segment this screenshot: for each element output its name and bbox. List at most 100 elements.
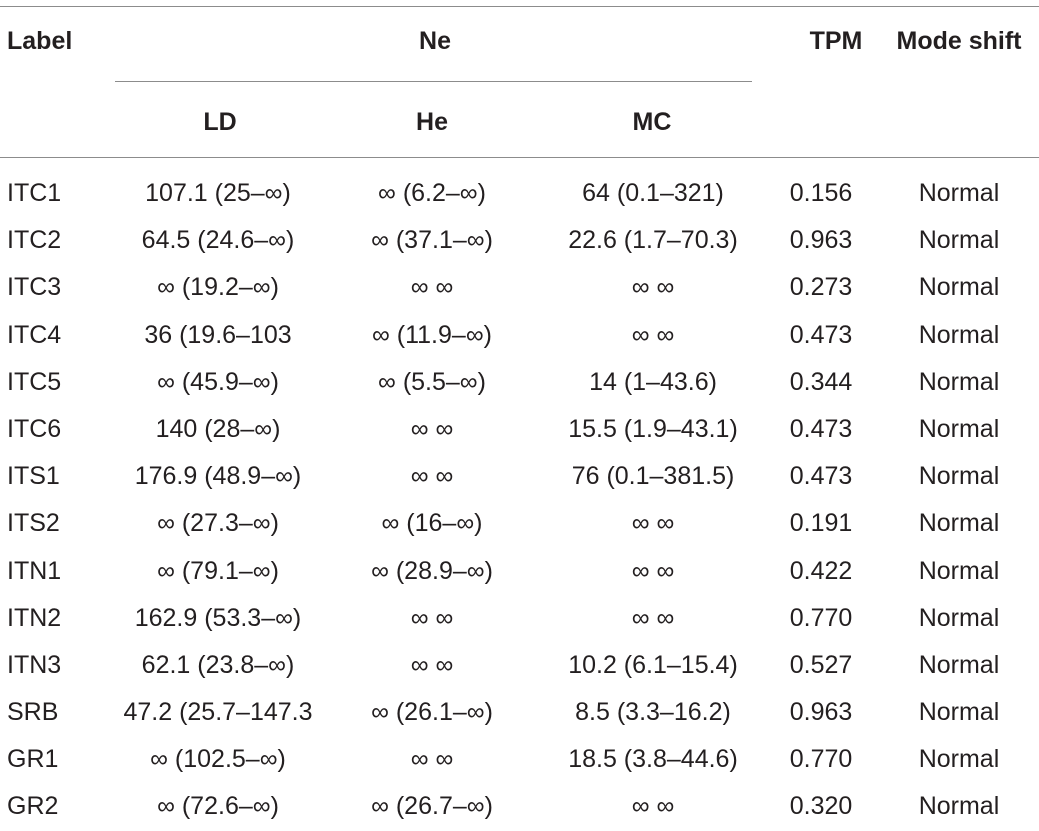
cell-mc: 8.5 (3.3–16.2) (575, 698, 731, 727)
table-row: ITN3 62.1 (23.8–∞) ∞ ∞ 10.2 (6.1–15.4) 0.527… (0, 642, 1039, 689)
cell-mc: ∞ ∞ (631, 556, 675, 585)
cell-mode-shift: Normal (918, 745, 1000, 774)
cell-ld: 176.9 (48.9–∞) (134, 462, 302, 491)
cell-he: ∞ ∞ (410, 603, 454, 632)
cell-ld: ∞ (72.6–∞) (157, 792, 279, 821)
cell-tpm: 0.963 (789, 698, 853, 727)
cell-label: SRB (7, 698, 59, 727)
cell-mode-shift: Normal (918, 650, 1000, 679)
cell-ld: ∞ (79.1–∞) (157, 556, 279, 585)
cell-mc: 14 (1–43.6) (589, 367, 717, 396)
table-top-rule (0, 6, 1039, 7)
cell-tpm: 0.473 (789, 320, 853, 349)
cell-he: ∞ (11.9–∞) (372, 320, 492, 349)
cell-tpm: 0.963 (789, 226, 853, 255)
cell-mc: ∞ ∞ (631, 603, 675, 632)
table-row: ITN1 ∞ (79.1–∞) ∞ (28.9–∞) ∞ ∞ 0.422 Normal (0, 548, 1039, 595)
cell-ld: ∞ (27.3–∞) (157, 509, 279, 538)
cell-mode-shift: Normal (918, 509, 1000, 538)
cell-he: ∞ (6.2–∞) (378, 179, 486, 207)
cell-mode-shift: Normal (918, 273, 1000, 302)
cell-he: ∞ (28.9–∞) (371, 556, 493, 585)
cell-tpm: 0.473 (789, 462, 853, 491)
header-tpm: TPM (809, 27, 863, 55)
cell-mode-shift: Normal (918, 462, 1000, 491)
table-row: ITC2 64.5 (24.6–∞) ∞ (37.1–∞) 22.6 (1.7–70.… (0, 217, 1039, 264)
header-ld: LD (203, 108, 237, 136)
cell-mc: ∞ ∞ (631, 320, 675, 349)
cell-tpm: 0.320 (789, 792, 853, 821)
cell-he: ∞ ∞ (410, 462, 454, 491)
cell-mc: ∞ ∞ (631, 509, 675, 538)
table-row: ITC3 ∞ (19.2–∞) ∞ ∞ ∞ ∞ 0.273 Normal (0, 264, 1039, 311)
table-row: GR2 ∞ (72.6–∞) ∞ (26.7–∞) ∞ ∞ 0.320 Normal (0, 783, 1039, 830)
cell-tpm: 0.770 (789, 745, 853, 774)
cell-ld: 162.9 (53.3–∞) (134, 603, 302, 632)
cell-he: ∞ (16–∞) (381, 509, 483, 538)
table-row: ITN2 162.9 (53.3–∞) ∞ ∞ ∞ ∞ 0.770 Normal (0, 595, 1039, 642)
cell-mc: ∞ ∞ (631, 273, 675, 302)
cell-he: ∞ (37.1–∞) (371, 226, 493, 255)
cell-tpm: 0.770 (789, 603, 853, 632)
table-row: ITC1 107.1 (25–∞) ∞ (6.2–∞) 64 (0.1–321) 0.1… (0, 170, 1039, 217)
cell-he: ∞ ∞ (410, 273, 454, 302)
cell-label: ITN2 (7, 603, 62, 632)
cell-he: ∞ (26.1–∞) (371, 698, 493, 727)
cell-tpm: 0.273 (789, 273, 853, 302)
cell-mc: 76 (0.1–381.5) (571, 462, 735, 491)
cell-mc: 18.5 (3.8–44.6) (568, 745, 738, 774)
cell-ld: ∞ (102.5–∞) (150, 745, 286, 774)
cell-ld: ∞ (19.2–∞) (157, 273, 279, 302)
table-row: ITC5 ∞ (45.9–∞) ∞ (5.5–∞) 14 (1–43.6) 0.344 N… (0, 359, 1039, 406)
cell-he: ∞ ∞ (410, 414, 454, 443)
header-mc: MC (632, 108, 672, 136)
cell-ld: ∞ (45.9–∞) (157, 367, 279, 396)
cell-mode-shift: Normal (918, 320, 1000, 349)
cell-mode-shift: Normal (918, 226, 1000, 255)
cell-label: GR1 (7, 745, 59, 774)
cell-label: GR2 (7, 792, 59, 821)
header-label: Label (7, 27, 73, 55)
cell-label: ITC3 (7, 273, 62, 302)
cell-ld: 47.2 (25.7–147.3 (123, 698, 313, 727)
table-row: ITC4 36 (19.6–103 ∞ (11.9–∞) ∞ ∞ 0.473 Normal (0, 312, 1039, 359)
cell-label: ITS1 (7, 462, 60, 491)
cell-label: ITS2 (7, 509, 60, 538)
cell-ld: 140 (28–∞) (155, 414, 281, 443)
cell-label: ITC1 (7, 179, 62, 207)
cell-tpm: 0.344 (789, 367, 853, 396)
cell-mc: 22.6 (1.7–70.3) (568, 226, 738, 255)
cell-mode-shift: Normal (918, 603, 1000, 632)
cell-tpm: 0.191 (789, 509, 853, 538)
cell-he: ∞ ∞ (410, 745, 454, 774)
cell-tpm: 0.156 (789, 179, 853, 207)
ne-group-rule (115, 81, 752, 82)
cell-tpm: 0.527 (789, 650, 853, 679)
table-body: ITC1 107.1 (25–∞) ∞ (6.2–∞) 64 (0.1–321) 0.1… (0, 170, 1039, 831)
header-mode-shift: Mode shift (896, 27, 1022, 55)
cell-ld: 107.1 (25–∞) (145, 179, 291, 207)
header-he: He (416, 108, 448, 136)
cell-mc: 64 (0.1–321) (582, 179, 724, 207)
cell-label: ITN3 (7, 650, 62, 679)
cell-ld: 62.1 (23.8–∞) (141, 650, 295, 679)
table-row: SRB 47.2 (25.7–147.3 ∞ (26.1–∞) 8.5 (3.3–16… (0, 689, 1039, 736)
cell-ld: 36 (19.6–103 (144, 320, 292, 349)
table-row: ITS1 176.9 (48.9–∞) ∞ ∞ 76 (0.1–381.5) 0.473… (0, 453, 1039, 500)
cell-he: ∞ ∞ (410, 650, 454, 679)
cell-mc: ∞ ∞ (631, 792, 675, 821)
cell-mode-shift: Normal (918, 179, 1000, 207)
table-row: ITC6 140 (28–∞) ∞ ∞ 15.5 (1.9–43.1) 0.473 Nor… (0, 406, 1039, 453)
cell-mode-shift: Normal (918, 556, 1000, 585)
table-row: ITS2 ∞ (27.3–∞) ∞ (16–∞) ∞ ∞ 0.191 Normal (0, 500, 1039, 547)
cell-label: ITC5 (7, 367, 62, 396)
cell-label: ITN1 (7, 556, 62, 585)
header-ne: Ne (419, 27, 451, 55)
cell-label: ITC4 (7, 320, 62, 349)
cell-he: ∞ (5.5–∞) (378, 367, 486, 396)
header-bottom-rule (0, 157, 1039, 158)
cell-tpm: 0.473 (789, 414, 853, 443)
cell-mode-shift: Normal (918, 367, 1000, 396)
cell-mode-shift: Normal (918, 698, 1000, 727)
cell-mode-shift: Normal (918, 414, 1000, 443)
